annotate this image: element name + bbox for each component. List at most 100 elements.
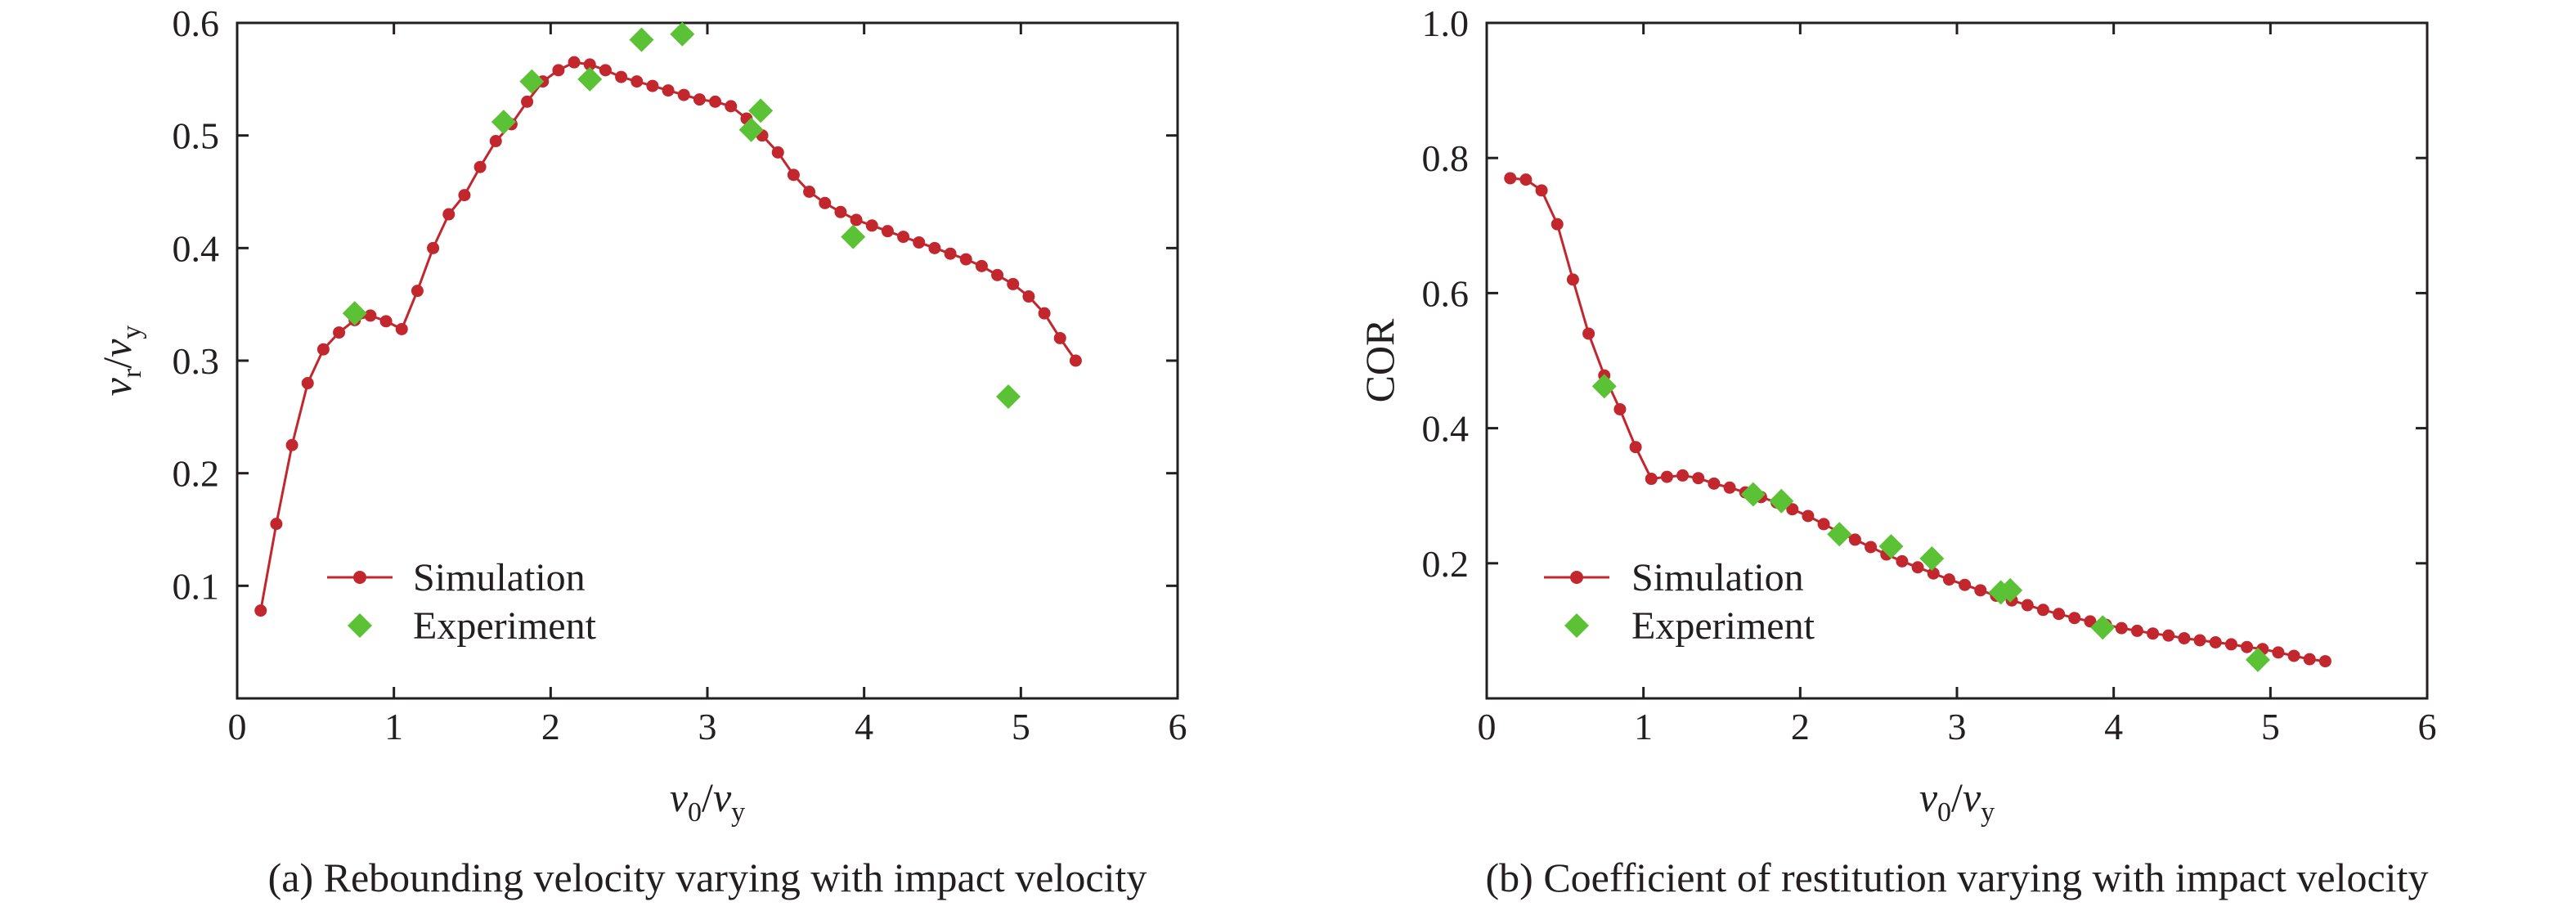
experiment-point-a-9	[996, 384, 1021, 410]
simulation-point-b-45	[2209, 635, 2222, 648]
experiment-point-a-0	[342, 301, 367, 326]
experiment-point-b-1	[1740, 482, 1766, 507]
plot-area-b	[1485, 21, 2429, 700]
simulation-point-a-29	[709, 95, 722, 108]
y-tick-label-b-1: 0.4	[1422, 408, 1470, 450]
simulation-point-a-10	[411, 285, 424, 298]
simulation-point-a-33	[771, 146, 784, 159]
legend-b: Simulation Experiment	[1544, 556, 1815, 648]
y-tick-label-a-4: 0.5	[173, 115, 220, 157]
simulation-point-b-13	[1708, 477, 1721, 490]
simulation-point-a-45	[959, 253, 972, 266]
simulation-point-b-41	[2147, 627, 2160, 640]
y-tick-label-a-5: 0.6	[173, 2, 220, 44]
experiment-point-b-3	[1827, 522, 1852, 547]
experiment-point-a-4	[629, 27, 654, 52]
experiment-point-b-4	[1878, 534, 1904, 559]
y-tick-label-a-0: 0.1	[173, 565, 220, 607]
simulation-point-a-36	[819, 196, 832, 209]
simulation-point-a-30	[725, 100, 738, 113]
series-a	[254, 21, 1082, 617]
simulation-point-a-48	[1007, 277, 1020, 290]
simulation-point-a-13	[458, 189, 471, 202]
experiment-point-b-7	[1998, 577, 2023, 603]
x-tick-label-a-2: 2	[541, 706, 560, 747]
simulation-point-a-24	[631, 75, 644, 88]
simulation-line-a	[259, 61, 1077, 611]
x-tick-label-b-4: 4	[2104, 706, 2123, 747]
simulation-point-b-52	[2318, 655, 2331, 668]
caption-a: (a) Rebounding velocity varying with imp…	[268, 855, 1147, 900]
simulation-point-a-49	[1022, 290, 1035, 303]
legend-a: Simulation Experiment	[327, 556, 597, 648]
y-tick-label-b-4: 1.0	[1422, 2, 1470, 44]
simulation-point-b-8	[1629, 441, 1642, 454]
ticks-b: 0 1 2 3 4 5 6 0.2 0.4 0.6 0.8 1.0	[1422, 2, 2437, 747]
simulation-point-a-26	[662, 84, 675, 97]
simulation-point-b-29	[1959, 578, 1972, 591]
simulation-point-b-10	[1660, 470, 1673, 483]
simulation-point-b-20	[1817, 518, 1830, 531]
experiment-point-a-8	[841, 224, 866, 249]
x-tick-label-a-3: 3	[698, 706, 717, 747]
y-tick-label-b-0: 0.2	[1422, 543, 1470, 585]
caption-b: (b) Coefficient of restitution varying w…	[1486, 855, 2429, 900]
experiment-point-a-5	[670, 21, 695, 47]
simulation-point-a-11	[427, 241, 440, 254]
simulation-point-a-43	[928, 241, 941, 254]
experiment-point-a-3	[577, 66, 603, 92]
legend-simulation-marker-b	[1544, 571, 1609, 584]
simulation-point-b-22	[1848, 533, 1861, 546]
simulation-point-b-26	[1911, 561, 1924, 574]
simulation-point-b-40	[2130, 624, 2143, 637]
x-tick-label-a-1: 1	[384, 706, 403, 747]
simulation-point-b-27	[1927, 567, 1940, 580]
simulation-point-a-3	[301, 377, 314, 390]
simulation-point-b-18	[1786, 503, 1799, 516]
experiment-point-a-7	[748, 98, 774, 123]
simulation-point-b-5	[1582, 327, 1595, 340]
simulation-point-b-7	[1613, 402, 1627, 415]
legend-experiment-label-b: Experiment	[1631, 604, 1815, 648]
x-tick-label-b-6: 6	[2418, 706, 2437, 747]
simulation-point-a-42	[913, 236, 926, 249]
y-tick-label-a-1: 0.2	[173, 453, 220, 495]
simulation-point-b-51	[2303, 653, 2316, 666]
x-axis-label-a: v0/vy	[670, 774, 745, 828]
simulation-point-b-12	[1692, 472, 1705, 485]
y-axis-label-b: COR	[1357, 318, 1402, 402]
y-tick-label-a-3: 0.4	[173, 227, 220, 269]
simulation-point-a-51	[1053, 331, 1066, 344]
panel-b: 0 1 2 3 4 5 6 0.2 0.4 0.6 0.8 1.0 COR v0/vy Simulat…	[1357, 2, 2437, 900]
simulation-point-a-1	[270, 518, 283, 531]
simulation-point-b-42	[2162, 629, 2175, 642]
simulation-point-a-21	[583, 58, 596, 71]
simulation-point-a-39	[865, 219, 878, 232]
x-tick-label-b-0: 0	[1478, 706, 1497, 747]
experiment-point-b-0	[1591, 374, 1617, 399]
experiment-point-b-2	[1769, 488, 1794, 514]
simulation-point-b-39	[2115, 622, 2128, 635]
simulation-point-a-35	[803, 186, 816, 198]
simulation-point-b-23	[1865, 541, 1878, 554]
simulation-point-b-35	[2053, 608, 2066, 621]
simulation-point-b-30	[1974, 584, 1987, 597]
experiment-point-b-9	[2246, 647, 2270, 672]
simulation-point-a-44	[944, 247, 957, 260]
ticks-a: 0 1 2 3 4 5 6 0.1 0.2 0.3 0.4 0.5 0.6	[173, 2, 1187, 747]
simulation-point-a-34	[787, 168, 800, 182]
simulation-point-a-38	[850, 213, 863, 227]
y-axis-label-a: vr/vy	[94, 325, 147, 397]
simulation-point-b-14	[1723, 481, 1736, 494]
legend-experiment-marker-a	[348, 613, 372, 638]
simulation-point-a-47	[991, 268, 1004, 281]
legend-simulation-label-b: Simulation	[1631, 556, 1804, 599]
experiment-point-a-2	[519, 69, 545, 94]
simulation-point-a-9	[395, 322, 408, 335]
legend-experiment-marker-b	[1564, 613, 1589, 638]
simulation-point-a-14	[473, 160, 487, 173]
simulation-point-a-46	[975, 259, 988, 272]
simulation-point-a-0	[254, 604, 267, 617]
x-tick-label-b-1: 1	[1634, 706, 1653, 747]
